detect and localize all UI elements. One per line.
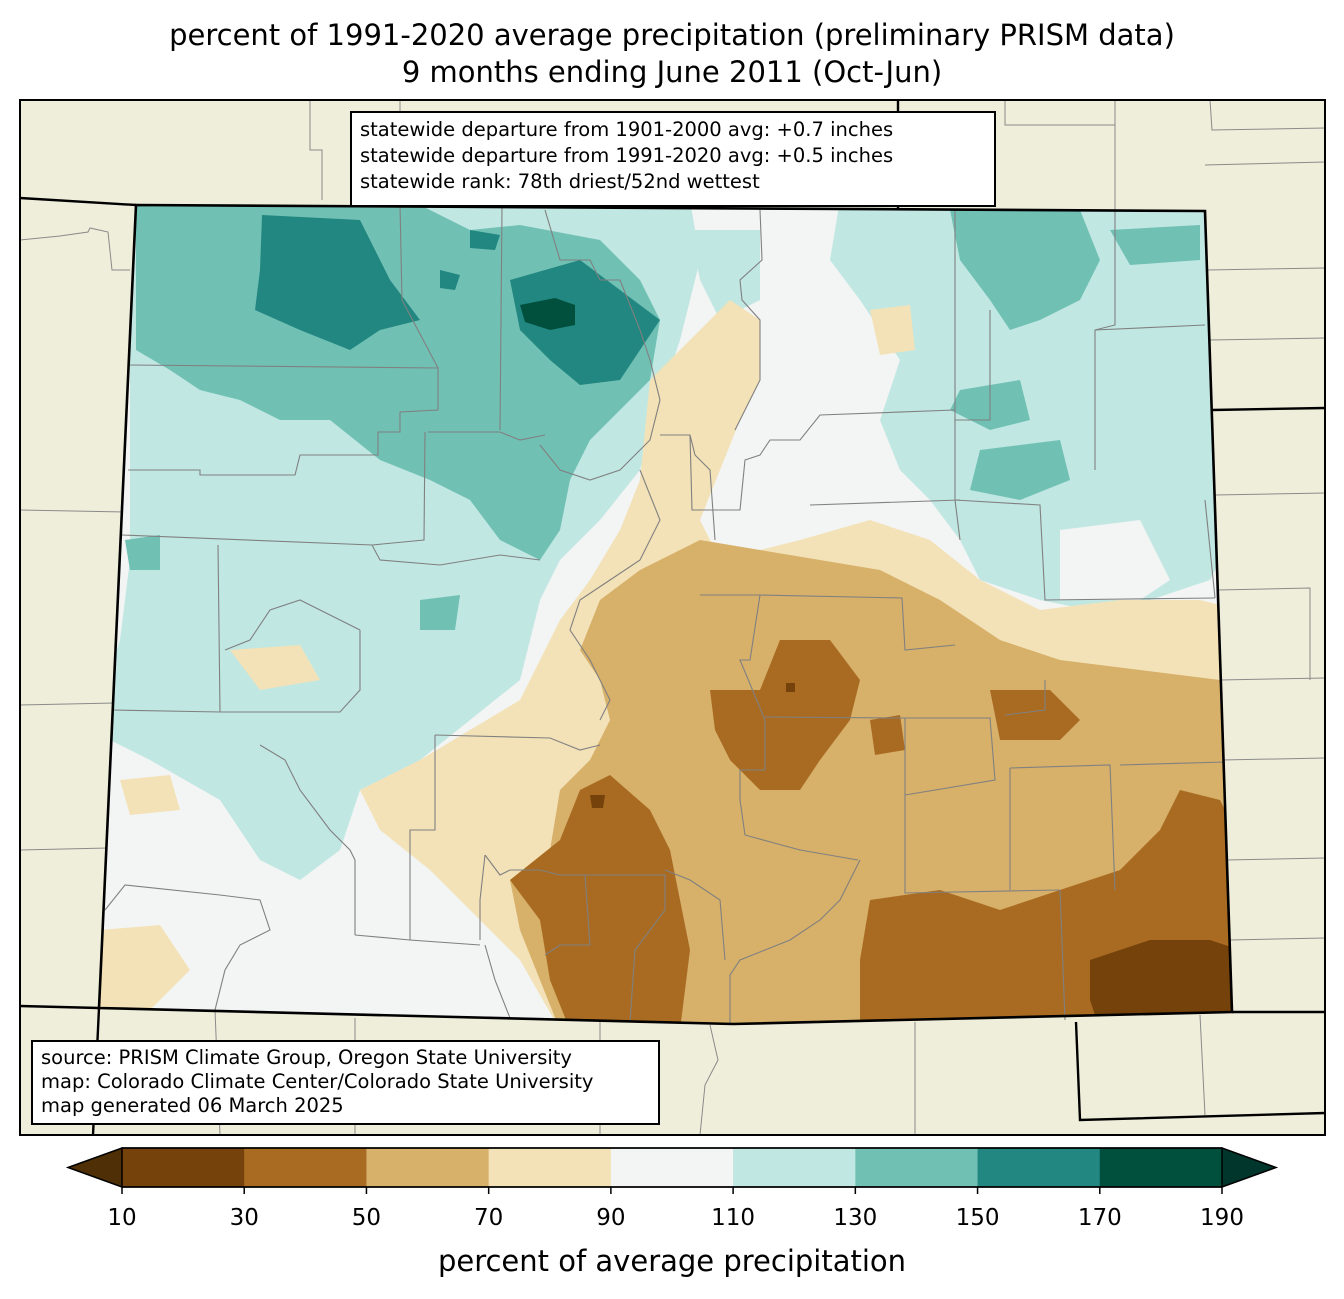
colorbar-segment <box>610 1148 734 1187</box>
map-frame <box>19 99 1326 1136</box>
colorbar-tick-label: 70 <box>474 1205 504 1231</box>
colorbar-segment <box>855 1148 979 1187</box>
colorbar-under-arrow <box>68 1148 122 1187</box>
map-title-line2: 9 months ending June 2011 (Oct-Jun) <box>401 55 943 89</box>
credits-line-3: map generated 06 March 2025 <box>41 1094 344 1117</box>
colorbar <box>65 1147 1279 1194</box>
colorbar-segment <box>244 1148 367 1187</box>
colorbar-segment <box>488 1148 612 1187</box>
colorado-county-lines <box>104 204 1226 1024</box>
stats-line-2: statewide departure from 1991-2020 avg: … <box>360 144 894 167</box>
colorbar-tick-label: 50 <box>351 1205 382 1231</box>
colorado-state-outline <box>97 203 1234 1026</box>
colorbar-segment <box>1099 1148 1223 1187</box>
colorbar-segment <box>122 1148 245 1187</box>
precipitation-field <box>99 205 1232 1024</box>
statewide-stats-box: statewide departure from 1901-2000 avg: … <box>350 111 996 207</box>
credits-line-1: source: PRISM Climate Group, Oregon Stat… <box>41 1046 572 1069</box>
stats-line-1: statewide departure from 1901-2000 avg: … <box>360 118 894 141</box>
colorbar-tick-label: 150 <box>955 1205 1000 1231</box>
colorbar-label: percent of average precipitation <box>437 1244 907 1278</box>
credits-line-2: map: Colorado Climate Center/Colorado St… <box>41 1070 594 1093</box>
colorbar-segment <box>977 1148 1101 1187</box>
stats-line-3: statewide rank: 78th driest/52nd wettest <box>360 170 760 193</box>
colorbar-tick-label: 130 <box>833 1205 878 1231</box>
colorbar-segment <box>366 1148 490 1187</box>
colorbar-tick-label: 90 <box>596 1205 626 1231</box>
colorbar-tick-label: 30 <box>229 1205 259 1231</box>
credits-box: source: PRISM Climate Group, Oregon Stat… <box>31 1040 660 1125</box>
map-title-line1: percent of 1991-2020 average precipitati… <box>169 18 1175 52</box>
colorbar-over-arrow <box>1222 1148 1276 1187</box>
colorbar-tick-label: 190 <box>1200 1205 1244 1231</box>
colorbar-tick-label: 10 <box>107 1205 137 1231</box>
colorbar-tick-label: 110 <box>711 1205 756 1231</box>
colorbar-tick-label: 170 <box>1077 1205 1122 1231</box>
colorbar-segment <box>733 1148 856 1187</box>
